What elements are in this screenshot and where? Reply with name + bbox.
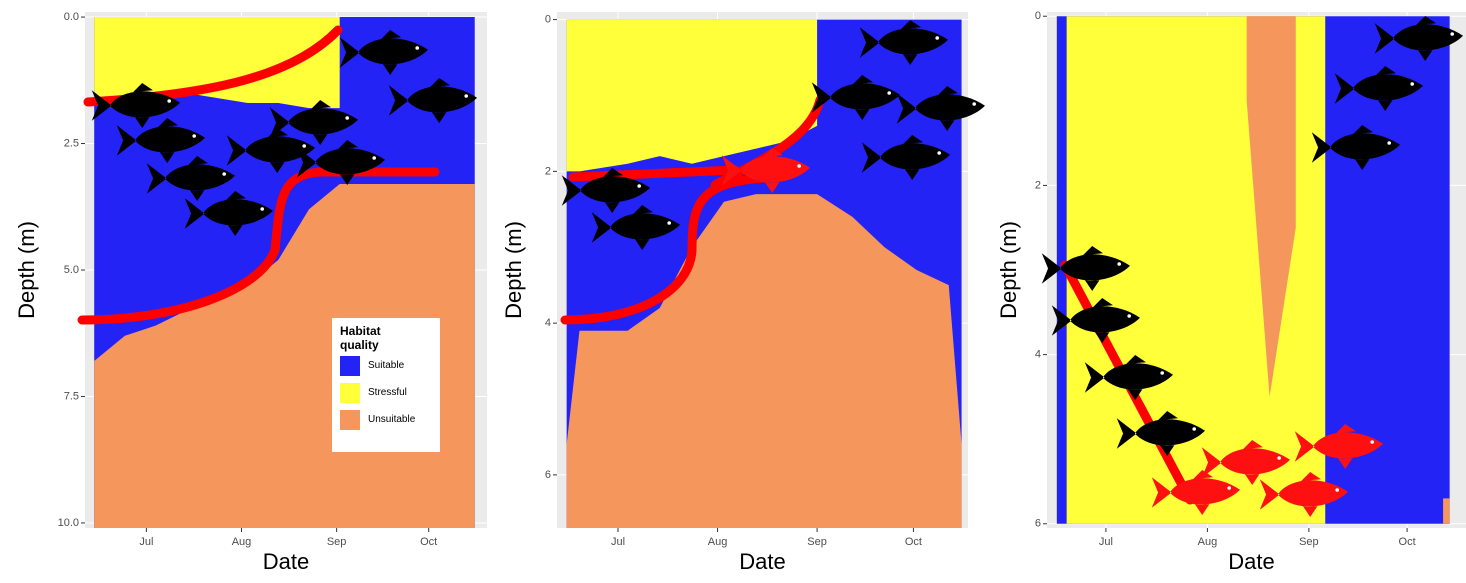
fish-icons-red <box>721 148 1383 517</box>
y-tick-label: 2 <box>1035 179 1041 191</box>
y-tick-label: 0 <box>545 13 551 25</box>
x-tick-label: Aug <box>708 536 728 548</box>
y-tick-label: 4 <box>1035 348 1041 360</box>
y-tick-label: 4 <box>545 317 551 329</box>
legend-swatch <box>340 382 360 403</box>
legend-label: Stressful <box>368 387 407 398</box>
y-tick-label: 5.0 <box>64 264 79 276</box>
migration-lines <box>77 25 1195 505</box>
x-axis-title: Date <box>739 549 785 574</box>
legend-swatch <box>340 355 360 376</box>
y-tick-label: 0.0 <box>64 11 79 23</box>
legend-label: Suitable <box>368 360 405 371</box>
y-tick-label: 2 <box>545 165 551 177</box>
habitat-band <box>1246 16 1296 397</box>
y-tick-label: 7.5 <box>64 390 79 402</box>
legend-swatch <box>340 409 360 430</box>
x-tick-label: Jul <box>611 536 625 548</box>
y-tick-label: 10.0 <box>58 517 79 529</box>
legend-item: Unsuitable <box>340 406 432 433</box>
x-tick-label: Sep <box>1299 536 1319 548</box>
habitat-band <box>94 17 340 109</box>
x-tick-label: Sep <box>327 536 347 548</box>
habitat-band <box>566 19 818 172</box>
x-tick-label: Aug <box>1198 536 1218 548</box>
y-axis-title: Depth (m) <box>501 221 526 319</box>
y-tick-label: 2.5 <box>64 137 79 149</box>
y-axis-title: Depth (m) <box>14 221 39 319</box>
x-tick-label: Oct <box>905 536 922 548</box>
x-tick-label: Oct <box>420 536 437 548</box>
x-tick-label: Jul <box>1099 536 1113 548</box>
x-tick-label: Sep <box>807 536 827 548</box>
legend-item: Stressful <box>340 379 432 406</box>
legend-label: Unsuitable <box>368 414 416 425</box>
y-tick-label: 6 <box>545 469 551 481</box>
legend-item: Suitable <box>340 352 432 379</box>
habitat-band <box>1443 498 1450 524</box>
legend-title: Habitat quality <box>340 324 381 352</box>
habitat-band <box>566 194 962 528</box>
x-tick-label: Aug <box>232 536 252 548</box>
y-axis-title: Depth (m) <box>996 221 1021 319</box>
fish-icons <box>91 16 1463 456</box>
legend: Habitat quality Suitable Stressful Unsuitab… <box>332 318 440 452</box>
x-axis-title: Date <box>263 549 309 574</box>
y-tick-label: 0 <box>1035 10 1041 22</box>
y-tick-label: 6 <box>1035 518 1041 530</box>
x-tick-label: Jul <box>139 536 153 548</box>
x-tick-label: Oct <box>1399 536 1416 548</box>
x-axis-title: Date <box>1228 549 1274 574</box>
